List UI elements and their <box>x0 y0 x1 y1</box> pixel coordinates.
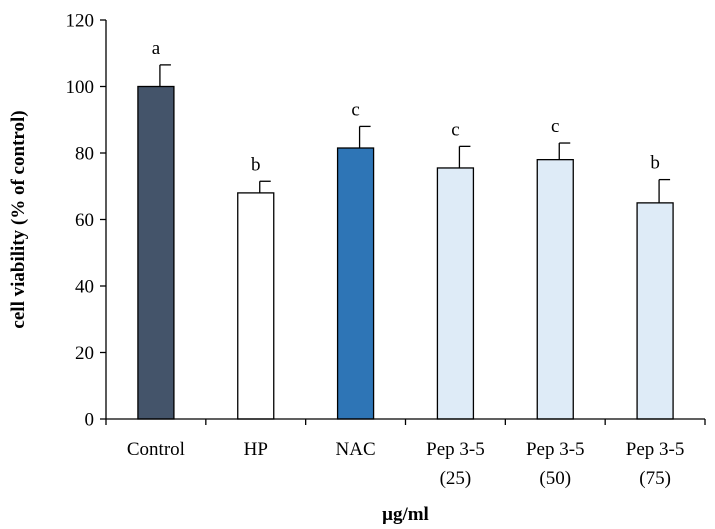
significance-label: a <box>152 38 161 59</box>
bar <box>536 158 574 420</box>
significance-label: c <box>551 116 559 137</box>
y-tick-label: 0 <box>85 410 95 431</box>
significance-label: c <box>351 99 359 120</box>
significance-label: c <box>451 119 459 140</box>
y-axis-title: cell viability (% of control) <box>8 110 29 328</box>
y-tick-label: 20 <box>75 343 94 364</box>
y-tick-label: 120 <box>66 11 95 32</box>
y-tick-label: 60 <box>75 210 94 231</box>
x-category-label: HP <box>244 439 268 460</box>
x-ticks-layer <box>105 419 706 425</box>
y-ticks-layer: 0 20 40 60 80 100 120 <box>66 11 106 431</box>
bar <box>436 167 475 420</box>
x-category-label: Pep 3-5 <box>626 439 685 460</box>
significance-labels-layer: a b c c c b <box>152 38 660 175</box>
x-category-label: NAC <box>336 439 376 460</box>
y-tick-label: 80 <box>75 144 94 165</box>
error-bars-layer <box>159 64 671 203</box>
bar <box>137 85 175 420</box>
x-category-label: Control <box>127 439 185 460</box>
x-category-label-line2: (50) <box>539 468 571 489</box>
x-category-label: Pep 3-5 <box>526 439 585 460</box>
bars-layer <box>137 85 674 420</box>
x-category-label: Pep 3-5 <box>426 439 485 460</box>
y-tick-label: 100 <box>66 77 95 98</box>
x-category-label-line2: (25) <box>440 468 472 489</box>
x-category-label-line2: (75) <box>639 468 671 489</box>
significance-label: b <box>251 154 261 175</box>
bar <box>636 202 674 420</box>
bar <box>237 192 275 420</box>
bar <box>336 147 375 420</box>
significance-label: b <box>650 153 660 174</box>
category-labels-layer: Control HP NAC Pep 3-5 (25) Pep 3-5 (50) Pep 3-… <box>127 439 684 489</box>
y-tick-label: 40 <box>75 277 94 298</box>
x-axis-title: μg/ml <box>382 504 429 525</box>
